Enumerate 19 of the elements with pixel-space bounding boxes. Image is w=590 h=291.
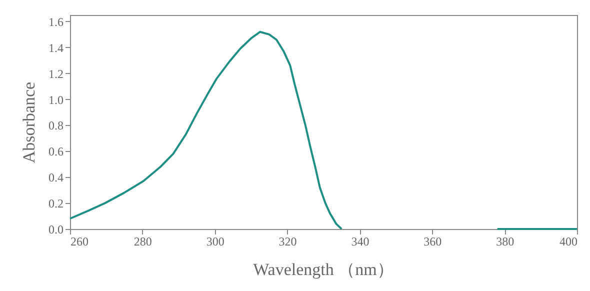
x-tick-label: 340: [351, 234, 370, 248]
x-axis-title: Wavelength （nm）: [252, 259, 395, 281]
x-tick-label: 400: [560, 234, 578, 248]
y-axis-title: Absorbance: [20, 82, 38, 164]
y-tick-label: 1.6: [48, 14, 64, 29]
x-tick-label: 300: [206, 234, 224, 248]
y-tick-label: 0.2: [48, 196, 64, 211]
y-tick-label: 0.8: [48, 118, 64, 133]
x-tick-label: 280: [134, 234, 152, 248]
y-tick-label: 0.4: [48, 170, 64, 185]
y-tick-label: 0.0: [48, 222, 64, 236]
x-tick-label: 380: [496, 234, 514, 248]
y-tick-label: 1.4: [48, 40, 64, 55]
y-tick-label: 0.6: [48, 144, 64, 159]
y-tick-label: 1.2: [48, 66, 64, 81]
x-tick-label: 320: [278, 234, 297, 248]
y-tick-label: 1.0: [48, 92, 64, 107]
x-tick-label: 260: [70, 234, 88, 248]
x-tick-label: 360: [424, 234, 442, 248]
